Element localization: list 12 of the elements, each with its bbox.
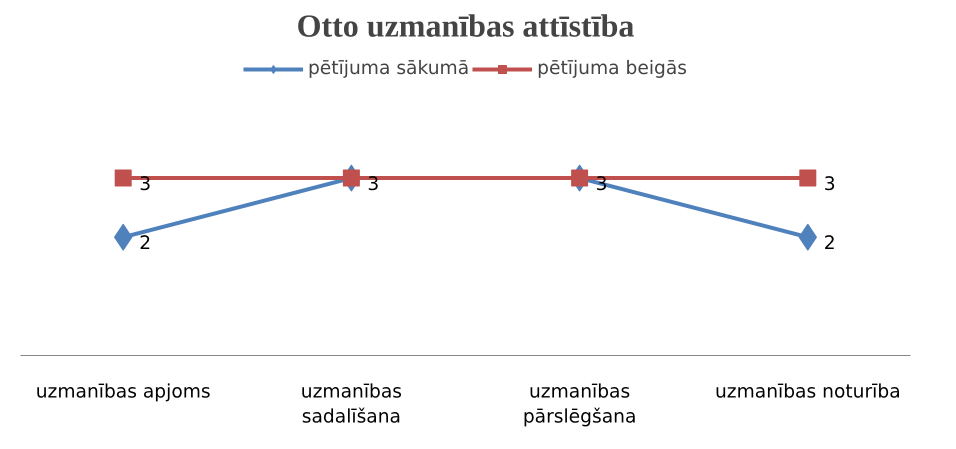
x-tick-label: uzmanības sadalīšana: [300, 382, 402, 428]
data-label: 3: [139, 174, 152, 196]
data-label: 3: [824, 174, 836, 196]
chart-title: Otto uzmanības attīstība: [296, 8, 634, 44]
legend-label: pētījuma beigās: [537, 58, 688, 79]
data-label: 2: [139, 233, 152, 254]
data-label: 3: [367, 174, 380, 196]
data-label: 2: [824, 233, 836, 254]
x-tick-label: uzmanības pārslēgšana: [522, 382, 636, 428]
x-tick-label: uzmanības noturība: [714, 382, 901, 402]
legend-label: pētījuma sākumā: [308, 58, 470, 79]
x-tick-label: uzmanības apjoms: [36, 382, 211, 402]
